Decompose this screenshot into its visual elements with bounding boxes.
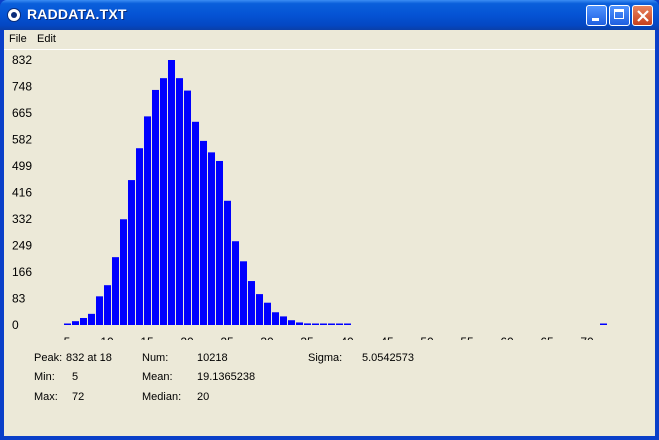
histogram-bar xyxy=(208,152,215,325)
y-axis-labels: 832 748 665 582 499 416 332 249 166 83 0 xyxy=(12,53,32,332)
min-value: 5 xyxy=(72,371,79,383)
window-title: RADDATA.TXT xyxy=(27,6,127,22)
client-area: File Edit 832 748 665 582 499 416 332 249 166 83 0… xyxy=(4,30,655,436)
app-icon[interactable] xyxy=(7,8,21,22)
maximize-button[interactable] xyxy=(609,5,630,26)
y-tick-label: 416 xyxy=(12,186,32,200)
x-tick-label: 30 xyxy=(260,335,274,340)
histogram-bar xyxy=(200,140,207,325)
histogram-bar xyxy=(96,296,103,325)
x-tick-label: 70 xyxy=(580,335,594,340)
histogram-bar xyxy=(224,200,231,325)
max-value: 72 xyxy=(72,391,85,403)
x-tick-label: 40 xyxy=(340,335,354,340)
histogram-bar xyxy=(168,60,175,325)
histogram-area: 832 748 665 582 499 416 332 249 166 83 0 5 10 15 20 25… xyxy=(4,50,655,436)
x-tick-label: 15 xyxy=(140,335,154,340)
histogram-bar xyxy=(304,323,311,325)
x-tick-label: 60 xyxy=(500,335,514,340)
histogram-bar xyxy=(136,148,143,325)
histogram-bar xyxy=(288,320,295,325)
histogram-bar xyxy=(264,302,271,325)
median-value: 20 xyxy=(197,391,210,403)
num-label: Num: xyxy=(142,352,169,364)
median-label: Median: xyxy=(142,391,182,403)
y-tick-label: 832 xyxy=(12,53,32,67)
y-tick-label: 499 xyxy=(12,159,32,173)
sigma-value: 5.0542573 xyxy=(362,352,414,364)
sigma-label: Sigma: xyxy=(308,352,343,364)
mean-label: Mean: xyxy=(142,371,173,383)
title-bar[interactable]: RADDATA.TXT xyxy=(0,0,659,30)
histogram-bar xyxy=(216,160,223,325)
histogram-bar xyxy=(248,281,255,325)
histogram-bar xyxy=(128,180,135,325)
histogram-bar xyxy=(72,321,79,325)
histogram-bar xyxy=(240,261,247,325)
menu-file[interactable]: File xyxy=(9,33,27,45)
histogram-bar xyxy=(176,78,183,325)
menu-edit[interactable]: Edit xyxy=(37,33,56,45)
y-tick-label: 582 xyxy=(12,133,32,147)
x-tick-label: 50 xyxy=(420,335,434,340)
histogram-bar xyxy=(152,89,159,325)
y-tick-label: 0 xyxy=(12,318,19,332)
min-label: Min: xyxy=(34,371,55,383)
close-icon xyxy=(637,10,649,22)
peak-label: Peak: xyxy=(34,352,63,364)
histogram-bar xyxy=(600,323,607,325)
histogram-bar xyxy=(232,241,239,325)
histogram-bar xyxy=(144,116,151,325)
histogram-bar xyxy=(296,322,303,325)
y-tick-label: 83 xyxy=(12,292,26,306)
x-tick-label: 65 xyxy=(540,335,554,340)
close-button[interactable] xyxy=(632,5,653,26)
histogram-bar xyxy=(184,90,191,325)
histogram-bar xyxy=(160,78,167,325)
x-axis-labels: 5 10 15 20 25 30 35 40 45 50 55 60 65 70 xyxy=(64,335,594,349)
x-tick-label: 5 xyxy=(64,335,71,340)
histogram-bar xyxy=(120,219,127,325)
histogram-bar xyxy=(104,285,111,325)
histogram-chart: 832 748 665 582 499 416 332 249 166 83 0 5 10 15 20 25… xyxy=(12,53,607,349)
num-value: 10218 xyxy=(197,352,228,364)
histogram-bar xyxy=(328,323,335,325)
histogram-bars xyxy=(64,60,607,325)
y-tick-label: 249 xyxy=(12,239,32,253)
histogram-bar xyxy=(88,313,95,325)
y-tick-label: 665 xyxy=(12,106,32,120)
y-tick-label: 166 xyxy=(12,265,32,279)
x-tick-label: 20 xyxy=(180,335,194,340)
minimize-button[interactable] xyxy=(586,5,607,26)
x-tick-label: 35 xyxy=(300,335,314,340)
histogram-bar xyxy=(320,323,327,325)
x-tick-label: 45 xyxy=(380,335,394,340)
x-tick-label: 25 xyxy=(220,335,234,340)
histogram-bar xyxy=(312,323,319,325)
max-label: Max: xyxy=(34,391,58,403)
x-tick-label: 10 xyxy=(100,335,114,340)
histogram-bar xyxy=(272,312,279,325)
histogram-bar xyxy=(256,294,263,325)
histogram-bar xyxy=(344,323,351,325)
histogram-bar xyxy=(280,316,287,325)
y-tick-label: 748 xyxy=(12,80,32,94)
y-tick-label: 332 xyxy=(12,212,32,226)
peak-value: 832 at 18 xyxy=(66,352,112,364)
histogram-bar xyxy=(64,323,71,325)
histogram-bar xyxy=(336,323,343,325)
histogram-bar xyxy=(80,317,87,325)
menu-bar: File Edit xyxy=(4,30,655,50)
x-tick-label: 55 xyxy=(460,335,474,340)
mean-value: 19.1365238 xyxy=(197,371,256,383)
histogram-bar xyxy=(192,121,199,325)
histogram-bar xyxy=(112,257,119,325)
